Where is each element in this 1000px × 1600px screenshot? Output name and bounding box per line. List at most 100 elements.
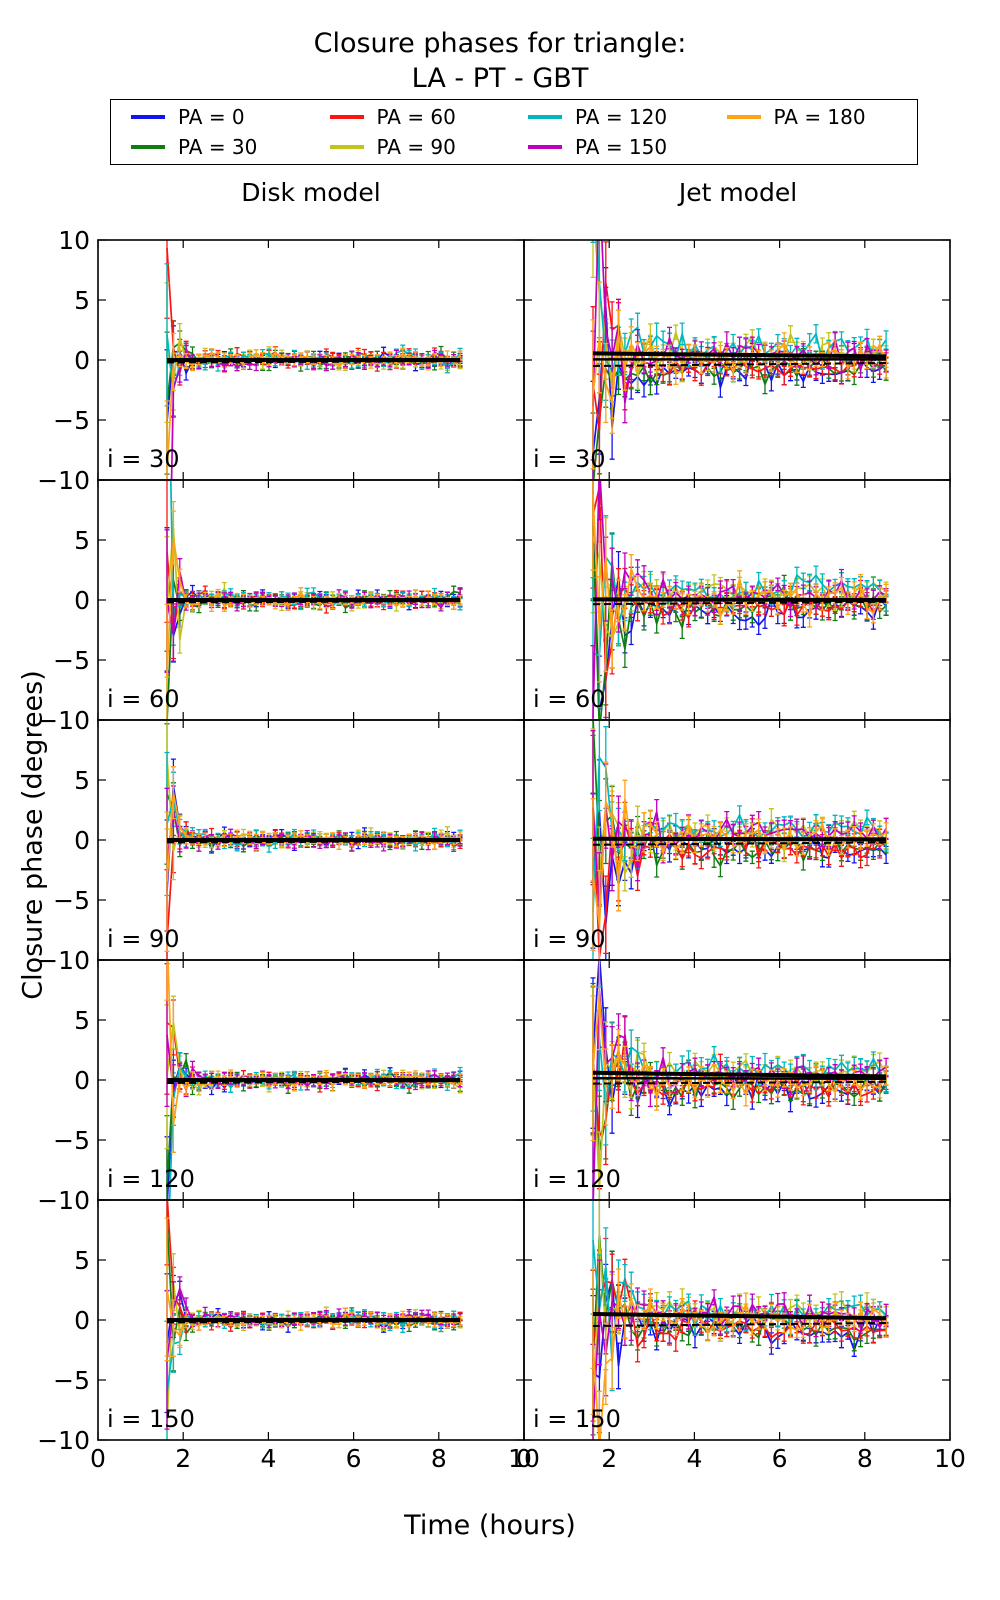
figure-title-line1: Closure phases for triangle:	[313, 28, 687, 59]
legend-item-pa-30: PA = 30	[117, 135, 316, 159]
legend-item-pa-150: PA = 150	[514, 135, 713, 159]
series-line-PA=60	[166, 1200, 461, 1329]
panel-disk-i90	[164, 720, 463, 960]
model-line	[167, 1320, 461, 1324]
y-tick-label: −10	[37, 466, 90, 495]
figure-title: Closure phases for triangle: LA - PT - G…	[0, 26, 1000, 96]
panel-label: i = 120	[107, 1165, 195, 1193]
errorbars-PA=150	[164, 785, 463, 932]
legend-label: PA = 60	[376, 105, 456, 129]
errorbars-PA=180	[164, 766, 463, 952]
x-tick-label: 4	[260, 1444, 276, 1473]
errorbars-PA=60	[164, 480, 463, 660]
x-tick-label: 6	[772, 1444, 788, 1473]
errorbars-PA=60	[164, 816, 463, 960]
y-tick-label: −5	[53, 886, 90, 915]
panel-disk-i150	[164, 1200, 463, 1440]
x-tick-label: 10	[508, 1444, 540, 1473]
model-line	[593, 836, 887, 842]
panel-label: i = 150	[107, 1405, 195, 1433]
errorbars-PA=0	[164, 758, 463, 960]
legend-label: PA = 90	[376, 135, 456, 159]
panel-disk-i120	[164, 960, 463, 1200]
y-axis-label: Closure phase (degrees)	[17, 670, 49, 1000]
panel-label: i = 150	[533, 1405, 621, 1433]
y-tick-label: 10	[58, 226, 90, 255]
panel-label: i = 30	[107, 445, 180, 473]
series-line-PA=120	[169, 480, 461, 618]
errorbars-PA=120	[164, 263, 463, 418]
errorbars-PA=150	[170, 344, 463, 417]
model-line	[592, 1312, 887, 1321]
x-tick-label: 0	[516, 1444, 532, 1473]
legend-line-swatch	[131, 145, 165, 149]
series-line-PA=0	[592, 521, 887, 711]
panel-disk-i30	[164, 240, 463, 480]
series-line-PA=30	[592, 1058, 887, 1151]
model-line	[167, 360, 461, 364]
errorbars-PA=120	[164, 751, 463, 897]
y-tick-label: −10	[37, 946, 90, 975]
panel-label: i = 60	[107, 685, 180, 713]
legend-line-swatch	[131, 115, 165, 119]
figure-title-line2: LA - PT - GBT	[411, 63, 589, 94]
x-tick-label: 2	[175, 1444, 191, 1473]
errorbars-PA=0	[590, 267, 889, 480]
errorbars-PA=180	[590, 960, 889, 1142]
model-line	[167, 840, 461, 844]
errorbars-PA=150	[590, 286, 889, 480]
x-axis-label: Time (hours)	[404, 1510, 576, 1541]
legend-line-swatch	[329, 115, 364, 119]
errorbars-PA=120	[164, 1306, 463, 1440]
series-line-PA=120	[168, 1063, 461, 1200]
legend-item-pa-90: PA = 90	[316, 135, 515, 159]
model-line	[592, 351, 887, 359]
errorbars-PA=90	[590, 985, 889, 1200]
series-line-PA=180	[592, 494, 887, 640]
x-tick-label: 8	[431, 1444, 447, 1473]
y-tick-label: 0	[74, 826, 90, 855]
errorbars-PA=60	[590, 734, 889, 960]
errorbars-PA=150	[164, 1276, 463, 1430]
y-tick-label: −5	[53, 406, 90, 435]
panel-label: i = 30	[533, 445, 606, 473]
panel-label: i = 90	[533, 925, 606, 953]
panel-label: i = 60	[533, 685, 606, 713]
model-line	[593, 1076, 887, 1081]
model-line	[593, 362, 887, 367]
series-line-PA=180	[592, 996, 887, 1101]
panel-jet-i120	[590, 960, 889, 1200]
y-tick-label: 5	[74, 766, 90, 795]
model-line	[593, 1322, 887, 1327]
x-tick-label: 2	[601, 1444, 617, 1473]
series-line-PA=90	[166, 527, 461, 641]
legend: PA = 0 PA = 30 PA = 60 PA = 90 PA = 120 PA = …	[110, 99, 918, 165]
y-tick-label: 5	[74, 286, 90, 315]
model-line	[593, 600, 887, 606]
series-line-PA=150	[592, 806, 887, 909]
legend-item-pa-120: PA = 120	[514, 105, 713, 129]
series-line-PA=90	[166, 1281, 461, 1428]
legend-label: PA = 30	[178, 135, 258, 159]
errorbars-PA=180	[164, 960, 463, 1153]
series-line-PA=150	[592, 240, 887, 407]
legend-item-pa-0: PA = 0	[117, 105, 316, 129]
errorbars-PA=180	[590, 480, 889, 683]
errorbars-PA=30	[590, 982, 889, 1200]
legend-line-swatch	[329, 145, 364, 149]
y-tick-label: −5	[53, 1126, 90, 1155]
y-tick-label: −10	[37, 1426, 90, 1455]
model-line	[167, 600, 461, 604]
y-tick-label: 0	[74, 346, 90, 375]
legend-line-swatch	[528, 145, 562, 149]
panel-jet-i30	[590, 240, 889, 480]
x-tick-label: 0	[90, 1444, 106, 1473]
y-tick-label: −10	[37, 1186, 90, 1215]
legend-item-pa-180: PA = 180	[713, 105, 912, 129]
panel-label: i = 90	[107, 925, 180, 953]
errorbars-PA=0	[164, 1273, 463, 1414]
model-line	[593, 841, 887, 846]
errorbars-PA=150	[590, 1259, 889, 1440]
